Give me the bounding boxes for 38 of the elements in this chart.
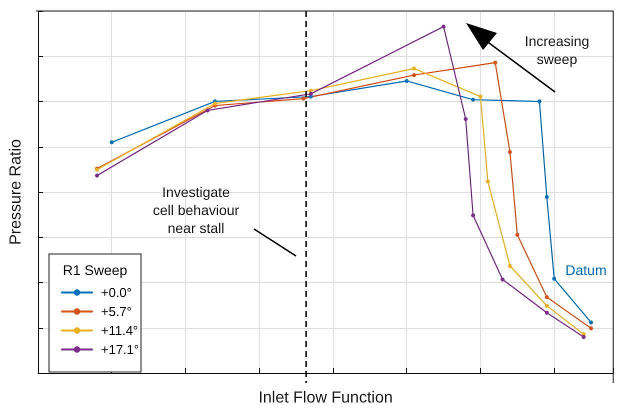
point [589,320,594,324]
point [544,195,549,200]
point [412,73,416,78]
y-axis-title: Pressure Ratio [8,138,24,245]
point [508,264,512,268]
point [471,213,476,218]
point [206,108,210,112]
point [552,276,556,281]
point [500,277,505,282]
point [589,326,594,330]
legend-label: +0.0° [101,285,132,300]
point [508,150,512,154]
point [412,66,416,71]
point [301,96,306,101]
annotation: Increasing sweep [524,33,590,67]
point [308,92,313,96]
point [544,310,549,315]
legend-title: R1 Sweep [62,262,128,278]
point [493,60,498,65]
point [478,94,482,99]
annotation: Investigate cell behaviour near stall [152,184,240,236]
annotation: Datum [565,262,607,278]
point [515,232,520,237]
point [471,98,476,102]
point [442,24,446,29]
legend-label: +5.7° [101,304,132,319]
point [544,304,549,308]
point [404,78,409,83]
point [464,117,468,122]
point [110,140,114,144]
point [537,99,542,104]
legend-label: +11.4° [101,323,138,338]
point [486,179,490,184]
x-axis-title: Inlet Flow Function [258,390,393,406]
legend-label: +17.1° [101,342,140,357]
point [582,334,586,339]
point [95,174,99,178]
point [544,295,549,300]
